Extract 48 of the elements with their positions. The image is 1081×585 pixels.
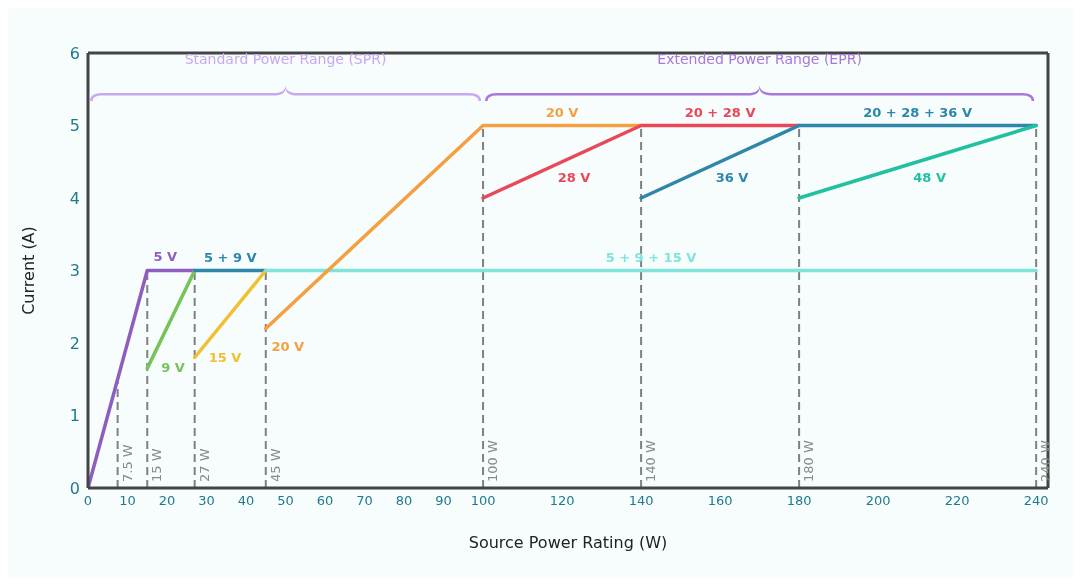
annotation: Extended Power Range (EPR) (657, 50, 862, 67)
series-label: 48 V (913, 169, 946, 185)
y-axis-title: Current (A) (18, 226, 38, 315)
y-tick-label: 5 (69, 116, 80, 136)
series-label: 15 V (208, 349, 242, 365)
x-tick-label: 80 (395, 493, 413, 509)
x-tick-label: 160 (707, 493, 733, 509)
x-tick-label: 140 (628, 493, 654, 509)
ref-line-label: 100 W (485, 440, 501, 482)
series-label: 36 V (715, 169, 749, 185)
series-label: 5 + 9 V (203, 249, 257, 265)
ref-line-label: 7.5 W (119, 444, 135, 482)
x-tick-label: 10 (119, 493, 136, 509)
x-tick-label: 40 (237, 493, 255, 509)
x-tick-label: 100 (470, 493, 496, 509)
x-tick-label: 180 (786, 493, 812, 509)
x-tick-label: 30 (198, 493, 215, 509)
series-label: 9 V (161, 360, 185, 376)
x-tick-label: 70 (356, 493, 373, 509)
ref-line-label: 240 W (1038, 440, 1054, 482)
x-tick-label: 60 (316, 493, 334, 509)
ref-line-label: 27 W (196, 448, 212, 482)
ref-line-label: 140 W (643, 440, 659, 482)
x-tick-label: 200 (865, 493, 891, 509)
y-tick-label: 4 (69, 188, 80, 208)
x-tick-label: 0 (83, 493, 93, 509)
series-label: 20 V (271, 338, 305, 354)
annotation: 20 + 28 + 36 V (863, 104, 972, 120)
y-tick-label: 1 (69, 406, 80, 426)
x-axis-title: Source Power Rating (W) (468, 533, 668, 552)
y-tick-label: 2 (69, 333, 80, 353)
x-tick-label: 240 (1023, 493, 1049, 509)
x-tick-label: 220 (944, 493, 970, 509)
x-tick-label: 50 (277, 493, 294, 509)
x-tick-label: 90 (435, 493, 452, 509)
ref-line-label: 15 W (149, 448, 165, 482)
x-tick-label: 20 (158, 493, 176, 509)
series-label: 28 V (557, 169, 591, 185)
annotation: Standard Power Range (SPR) (184, 50, 387, 67)
annotation: 20 + 28 V (684, 104, 756, 120)
x-tick-label: 120 (549, 493, 575, 509)
ref-line-label: 180 W (801, 440, 817, 482)
y-tick-label: 3 (69, 261, 80, 281)
ref-line-label: 45 W (267, 448, 283, 482)
y-tick-label: 6 (69, 43, 80, 63)
series-label: 5 V (153, 248, 178, 264)
series-label: 5 + 9 + 15 V (605, 249, 697, 265)
annotation: 20 V (545, 104, 579, 120)
